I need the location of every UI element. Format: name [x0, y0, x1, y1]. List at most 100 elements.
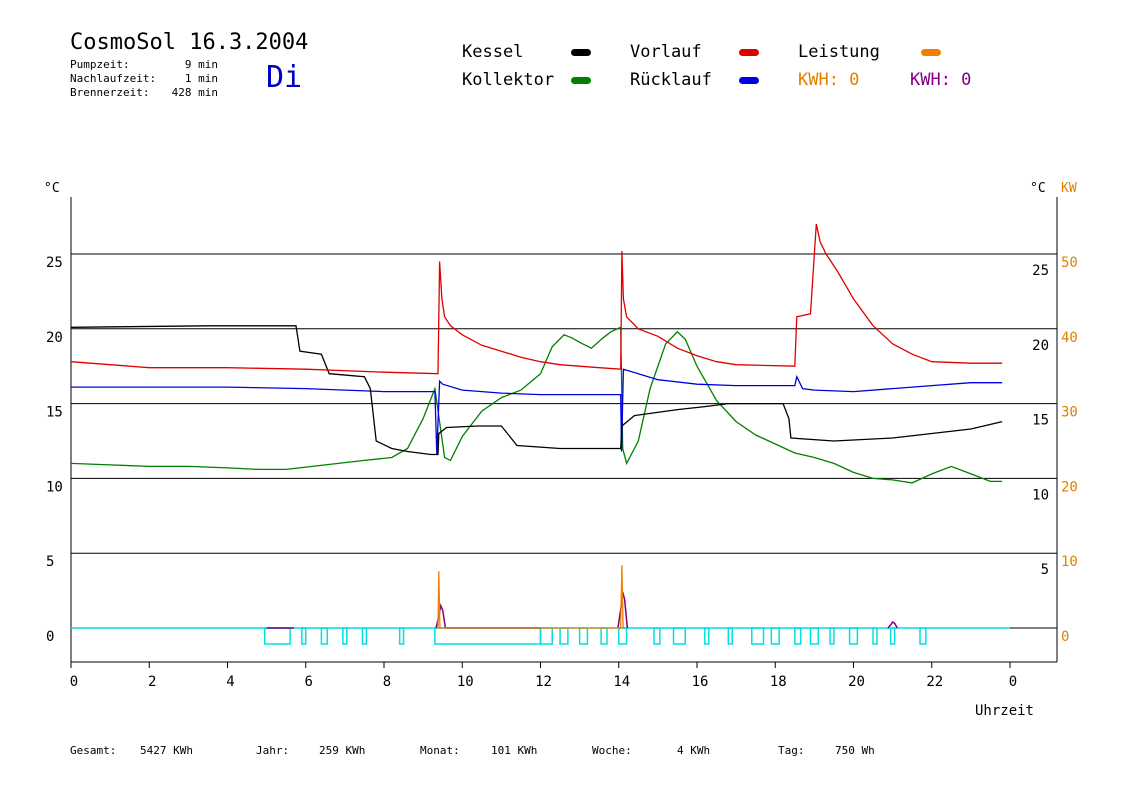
baseline-pulse: [539, 627, 553, 645]
baseline-pulse: [770, 627, 780, 645]
legend-kollektor: Kollektor: [462, 70, 555, 90]
monat-label: Monat:: [420, 744, 460, 757]
baseline-pulse: [320, 627, 329, 645]
legend-vorlauf-swatch: [739, 49, 759, 56]
baseline-pulse: [848, 627, 859, 645]
cyan-baseline: [71, 591, 1010, 645]
baseline-pulse: [872, 627, 878, 645]
left-unit-label: °C: [44, 181, 60, 196]
x-tick-label: 6: [305, 674, 313, 690]
purple-hump: [887, 620, 898, 629]
baseline-pulse: [361, 627, 368, 645]
right-tick-label-c: 25: [1032, 263, 1049, 279]
x-tick-label: 22: [926, 674, 943, 690]
x-tick-label: 0: [70, 674, 78, 690]
left-tick-label: 0: [46, 629, 54, 645]
baseline-pulse: [672, 627, 687, 645]
gesamt-label: Gesamt:: [70, 744, 117, 757]
nachlaufzeit-label: Nachlaufzeit:: [70, 72, 157, 85]
right-tick-label-kw: 50: [1061, 255, 1078, 271]
x-tick-label: 0: [1009, 674, 1017, 690]
baseline-pulse: [751, 627, 765, 645]
right-tick-label-kw: 30: [1061, 405, 1078, 421]
x-axis-label: Uhrzeit: [975, 703, 1034, 719]
nachlaufzeit-value: 1 min: [184, 72, 218, 85]
gridlines: [71, 253, 1057, 554]
woche-value: 4 KWh: [677, 744, 711, 757]
x-tick-label: 14: [613, 674, 630, 690]
x-tick-label: 20: [848, 674, 865, 690]
baseline-pulse: [600, 627, 608, 645]
baseline-pulse: [301, 627, 307, 645]
right-tick-label-c: 5: [1041, 562, 1049, 578]
left-tick-label: 5: [46, 554, 54, 570]
right-tick-label-kw: 20: [1061, 479, 1078, 495]
x-tick-label: 12: [535, 674, 552, 690]
legend-kollektor-swatch: [571, 77, 591, 84]
x-tick-label: 4: [226, 674, 234, 690]
series-vorlauf: [70, 223, 1003, 375]
pumpzeit-value: 9 min: [184, 58, 218, 71]
right-tick-label-kw: 10: [1061, 554, 1078, 570]
jahr-value: 259 KWh: [319, 744, 366, 757]
series-leistung: [436, 565, 625, 629]
right-tick-label-c: 10: [1032, 487, 1049, 503]
baseline-pulse: [727, 627, 733, 645]
brennerzeit-value: 428 min: [171, 86, 218, 99]
legend-vorlauf: Vorlauf: [630, 42, 702, 62]
left-tick-label: 10: [46, 479, 63, 495]
x-tick-label: 2: [148, 674, 156, 690]
jahr-label: Jahr:: [256, 744, 290, 757]
baseline-pulse: [829, 627, 835, 645]
axis-labels: 0 2 4 6 8 10 12 14 16 18 20 22 0Uhrzeit2520151050°C2…: [44, 181, 1078, 719]
left-tick-label: 20: [46, 330, 63, 346]
x-tick-label: 10: [457, 674, 474, 690]
series-ruecklauf: [71, 368, 1003, 455]
legend-leistung-swatch: [921, 49, 941, 56]
legend-ruecklauf: Rücklauf: [630, 70, 712, 90]
baseline-pulse: [704, 627, 710, 645]
right-tick-label-kw: 40: [1061, 330, 1078, 346]
legend-leistung: Leistung: [798, 42, 880, 62]
baseline-pulse: [794, 627, 802, 645]
right-tick-label-kw: 0: [1061, 629, 1069, 645]
x-tick-label: 8: [383, 674, 391, 690]
right-tick-label-c: 20: [1032, 338, 1049, 354]
baseline-pulse: [618, 627, 628, 645]
monat-value: 101 KWh: [491, 744, 538, 757]
x-tick-label: 18: [770, 674, 787, 690]
pumpzeit-label: Pumpzeit:: [70, 58, 130, 71]
tag-label: Tag:: [778, 744, 805, 757]
baseline-pulse: [889, 627, 896, 645]
legend-kessel: Kessel: [462, 42, 524, 62]
legend-kwh-orange: KWH: 0: [798, 70, 860, 90]
series-kessel: [70, 325, 1003, 456]
baseline-pulse: [653, 627, 661, 645]
axes: [70, 197, 1058, 668]
baseline-pulse: [398, 627, 405, 645]
series-kollektor: [70, 326, 1003, 484]
legend-kwh-purple: KWH: 0: [910, 70, 972, 90]
baseline-pulse: [809, 627, 820, 645]
right-tick-label-c: 15: [1032, 413, 1049, 429]
chart-title: CosmoSol 16.3.2004: [70, 30, 309, 55]
legend-ruecklauf-swatch: [739, 77, 759, 84]
baseline-pulse: [919, 627, 927, 645]
brennerzeit-label: Brennerzeit:: [70, 86, 150, 99]
baseline-pulse: [342, 627, 348, 645]
right-unit-label-c: °C: [1030, 181, 1046, 196]
baseline-pulse: [263, 627, 291, 645]
weekday-label: Di: [266, 60, 303, 95]
series-lines: [70, 223, 1003, 629]
x-tick-label: 16: [692, 674, 709, 690]
baseline-pulse: [434, 627, 542, 645]
right-unit-label-kw: KW: [1061, 181, 1077, 196]
gesamt-value: 5427 KWh: [140, 744, 193, 757]
woche-label: Woche:: [592, 744, 632, 757]
left-tick-label: 15: [46, 405, 63, 421]
baseline-pulse: [578, 627, 589, 645]
left-tick-label: 25: [46, 255, 63, 271]
legend-kessel-swatch: [571, 49, 591, 56]
tag-value: 750 Wh: [835, 744, 875, 757]
